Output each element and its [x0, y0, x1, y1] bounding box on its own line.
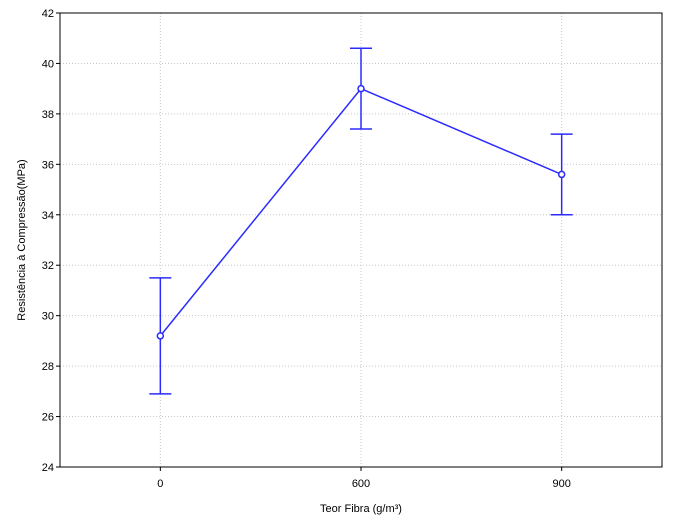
y-tick-label: 34	[42, 210, 54, 222]
y-tick-label: 24	[42, 462, 54, 474]
data-point	[557, 170, 566, 179]
y-tick-label: 30	[42, 311, 54, 323]
y-axis: 24 26 28 30 32 34 36 38 40 42	[42, 8, 60, 474]
x-axis: 0 600 900	[157, 467, 571, 490]
y-axis-title: Resistência à Compressão(MPa)	[16, 159, 28, 320]
y-tick-label: 26	[42, 412, 54, 424]
x-tick-label: 0	[157, 478, 163, 490]
x-tick-label: 900	[552, 478, 570, 490]
y-tick-label: 36	[42, 159, 54, 171]
y-tick-label: 38	[42, 109, 54, 121]
x-tick-label: 600	[352, 478, 370, 490]
x-axis-title: Teor Fibra (g/m³)	[320, 503, 402, 515]
data-point	[357, 84, 365, 93]
data-point	[156, 332, 165, 340]
y-tick-label: 32	[42, 260, 54, 272]
series-layer	[149, 47, 573, 395]
y-tick-label: 28	[42, 361, 54, 373]
y-tick-label: 40	[42, 58, 54, 70]
y-tick-label: 42	[42, 8, 54, 20]
